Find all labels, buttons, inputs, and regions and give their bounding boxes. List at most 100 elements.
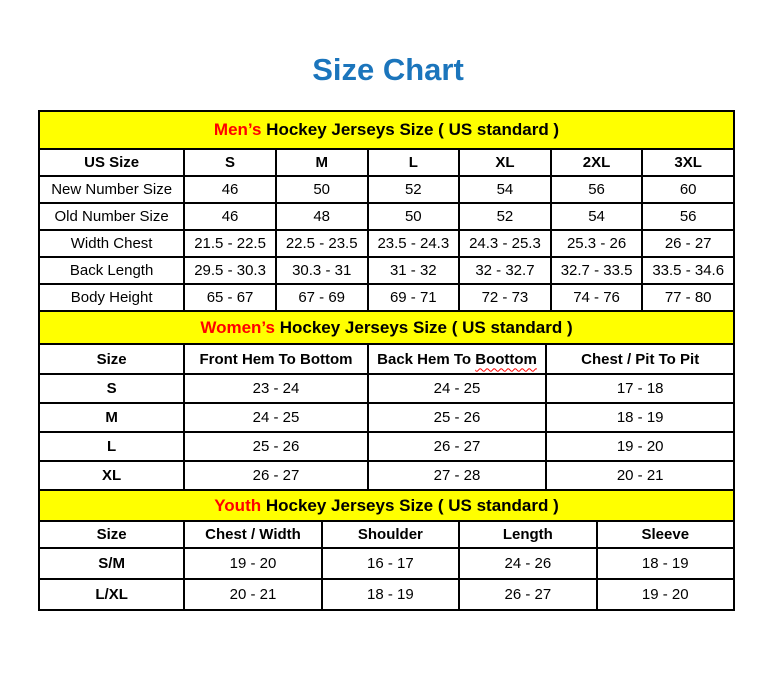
mens-section: Men’s Hockey Jerseys Size ( US standard …: [37, 110, 735, 312]
mens-size-table: US Size S M L XL 2XL 3XL New Number Size 46 50 52 5…: [37, 148, 735, 312]
table-cell: 50: [366, 202, 461, 231]
column-header: Shoulder: [320, 520, 461, 549]
column-header: L: [366, 148, 461, 177]
table-cell: 74 - 76: [549, 283, 644, 312]
row-label: Body Height: [37, 283, 186, 312]
table-cell: 46: [183, 175, 277, 204]
table-cell: 20 - 21: [183, 578, 323, 611]
table-cell: 56: [549, 175, 644, 204]
table-row: M 24 - 25 25 - 26 18 - 19: [37, 402, 735, 433]
table-cell: 52: [366, 175, 461, 204]
column-header: 2XL: [549, 148, 644, 177]
table-cell: 19 - 20: [183, 547, 323, 580]
mens-header-text: Hockey Jerseys Size ( US standard ): [261, 120, 560, 139]
table-cell: 32.7 - 33.5: [549, 256, 644, 285]
column-header: Back Hem To Boottom: [366, 343, 548, 375]
page-title: Size Chart: [312, 52, 464, 87]
table-cell: 25 - 26: [183, 431, 369, 462]
table-cell: 16 - 17: [320, 547, 461, 580]
table-cell: 26 - 27: [641, 229, 735, 258]
table-cell: 24 - 25: [183, 402, 369, 433]
table-cell: 54: [458, 175, 552, 204]
size-chart: Men’s Hockey Jerseys Size ( US standard …: [37, 110, 736, 611]
column-header: M: [274, 148, 369, 177]
womens-section-header: Women’s Hockey Jerseys Size ( US standar…: [38, 310, 735, 345]
header-row: US Size S M L XL 2XL 3XL: [37, 148, 735, 177]
column-header: S: [183, 148, 277, 177]
column-header: Length: [458, 520, 598, 549]
table-cell: 24 - 25: [366, 373, 548, 404]
column-header: XL: [458, 148, 552, 177]
table-cell: 31 - 32: [366, 256, 461, 285]
table-row: S/M 19 - 20 16 - 17 24 - 26 18 - 19: [37, 547, 736, 580]
table-cell: 67 - 69: [274, 283, 369, 312]
table-cell: 33.5 - 34.6: [641, 256, 735, 285]
column-header: Chest / Width: [183, 520, 323, 549]
header-row: Size Chest / Width Shoulder Length Sleeve: [37, 520, 736, 549]
table-cell: 32 - 32.7: [458, 256, 552, 285]
table-cell: 21.5 - 22.5: [183, 229, 277, 258]
table-row: Body Height 65 - 67 67 - 69 69 - 71 72 - 73 7…: [37, 283, 735, 312]
table-cell: 19 - 20: [595, 578, 736, 611]
misspelled-word: Boottom: [475, 350, 537, 368]
column-header: Size: [37, 520, 186, 549]
table-cell: 48: [274, 202, 369, 231]
youth-section-header: Youth Hockey Jerseys Size ( US standard …: [38, 489, 735, 522]
mens-section-header: Men’s Hockey Jerseys Size ( US standard …: [38, 110, 735, 150]
table-cell: 19 - 20: [545, 431, 735, 462]
youth-size-table: Size Chest / Width Shoulder Length Sleeve S/M…: [37, 520, 736, 611]
womens-header-highlight: Women’s: [200, 317, 275, 337]
table-cell: 65 - 67: [183, 283, 277, 312]
row-label: L/XL: [37, 578, 186, 611]
table-cell: 23 - 24: [183, 373, 369, 404]
column-header: US Size: [37, 148, 186, 177]
table-cell: 18 - 19: [545, 402, 735, 433]
table-row: XL 26 - 27 27 - 28 20 - 21: [37, 460, 735, 491]
column-header: Sleeve: [595, 520, 736, 549]
row-label: M: [37, 402, 186, 433]
column-header: Front Hem To Bottom: [183, 343, 369, 375]
womens-header-text: Hockey Jerseys Size ( US standard ): [274, 317, 573, 337]
table-cell: 77 - 80: [641, 283, 735, 312]
column-header: Chest / Pit To Pit: [545, 343, 735, 375]
table-cell: 29.5 - 30.3: [183, 256, 277, 285]
table-cell: 54: [549, 202, 644, 231]
youth-section: Youth Hockey Jerseys Size ( US standard …: [37, 489, 736, 611]
table-row: New Number Size 46 50 52 54 56 60: [37, 175, 735, 204]
column-header: Size: [37, 343, 186, 375]
header-row: Size Front Hem To Bottom Back Hem To Boott…: [37, 343, 735, 375]
row-label: Back Length: [37, 256, 186, 285]
table-cell: 17 - 18: [545, 373, 735, 404]
table-cell: 23.5 - 24.3: [366, 229, 461, 258]
table-cell: 24.3 - 25.3: [458, 229, 552, 258]
table-cell: 72 - 73: [458, 283, 552, 312]
table-cell: 27 - 28: [366, 460, 548, 491]
row-label: S: [37, 373, 186, 404]
column-header: 3XL: [641, 148, 735, 177]
table-row: Back Length 29.5 - 30.3 30.3 - 31 31 - 32 32…: [37, 256, 735, 285]
row-label: Old Number Size: [37, 202, 186, 231]
table-row: L 25 - 26 26 - 27 19 - 20: [37, 431, 735, 462]
row-label: S/M: [37, 547, 186, 580]
table-cell: 18 - 19: [595, 547, 736, 580]
row-label: L: [37, 431, 186, 462]
table-row: Width Chest 21.5 - 22.5 22.5 - 23.5 23.5 - …: [37, 229, 735, 258]
youth-header-text: Hockey Jerseys Size ( US standard ): [261, 495, 559, 515]
table-cell: 30.3 - 31: [274, 256, 369, 285]
womens-section: Women’s Hockey Jerseys Size ( US standar…: [37, 310, 735, 491]
youth-header-highlight: Youth: [214, 495, 262, 515]
womens-size-table: Size Front Hem To Bottom Back Hem To Boott…: [37, 343, 735, 491]
table-cell: 50: [274, 175, 369, 204]
table-cell: 18 - 19: [320, 578, 461, 611]
row-label: New Number Size: [37, 175, 186, 204]
table-cell: 46: [183, 202, 277, 231]
table-cell: 60: [641, 175, 735, 204]
table-cell: 26 - 27: [366, 431, 548, 462]
table-cell: 25.3 - 26: [549, 229, 644, 258]
table-row: S 23 - 24 24 - 25 17 - 18: [37, 373, 735, 404]
table-cell: 24 - 26: [458, 547, 598, 580]
table-cell: 52: [458, 202, 552, 231]
row-label: Width Chest: [37, 229, 186, 258]
table-cell: 26 - 27: [183, 460, 369, 491]
row-label: XL: [37, 460, 186, 491]
